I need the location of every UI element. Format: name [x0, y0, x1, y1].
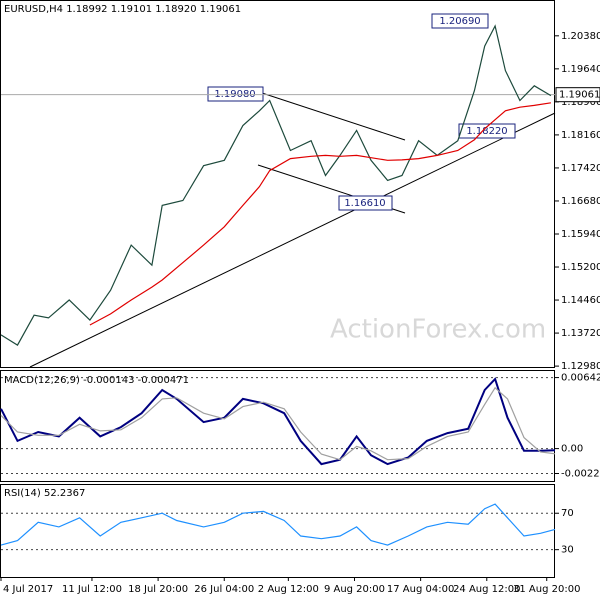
y-tick-label: 1.17420 — [561, 163, 600, 174]
annotation-label: 1.18220 — [466, 126, 507, 137]
y-tick-label: 1.18160 — [561, 130, 600, 141]
y-tick-label: 1.13720 — [561, 328, 600, 339]
watermark: ActionForex.com — [330, 315, 546, 345]
y-tick-label: 1.20380 — [561, 31, 600, 42]
annotation: 1.19080 — [207, 86, 264, 102]
series-line — [0, 386, 556, 461]
annotation-label: 1.20690 — [439, 16, 480, 27]
macd-title: MACD(12,26,9) -0.000143 -0.000471 — [4, 375, 189, 386]
series-line — [0, 503, 556, 546]
y-tick-label: 1.18900 — [561, 97, 600, 108]
last-price-label: 1.19061 — [559, 90, 600, 101]
y-tick-label: -0.002251 — [561, 468, 600, 479]
x-tick-label: 4 Jul 2017 — [3, 584, 53, 595]
annotation: 1.18220 — [458, 123, 516, 139]
annotation-label: 1.16610 — [344, 198, 385, 209]
y-tick-label: 1.12980 — [561, 361, 600, 372]
x-tick-label: 24 Aug 12:00 — [453, 584, 520, 595]
y-tick-label: 1.15940 — [561, 229, 600, 240]
y-tick-label: 0.00 — [561, 444, 583, 455]
last-price-box — [555, 87, 600, 103]
series-line — [0, 377, 556, 466]
annotation: 1.16610 — [338, 195, 393, 211]
series-line — [89, 102, 551, 326]
y-tick-label: 1.15200 — [561, 262, 600, 273]
y-tick-label: 70 — [561, 508, 574, 519]
y-tick-label: 30 — [561, 545, 574, 556]
x-tick-label: 26 Jul 04:00 — [194, 584, 254, 595]
y-tick-label: 1.16680 — [561, 196, 600, 207]
trend-line — [29, 112, 556, 368]
main-panel — [0, 0, 555, 368]
y-tick-label: 0.006425 — [561, 373, 600, 384]
series-line — [0, 24, 552, 346]
macd-panel — [0, 370, 555, 482]
x-tick-label: 31 Aug 20:00 — [513, 584, 580, 595]
x-tick-label: 18 Jul 20:00 — [128, 584, 188, 595]
x-tick-label: 11 Jul 12:00 — [62, 584, 122, 595]
y-tick-label: 1.19640 — [561, 64, 600, 75]
chart-title: EURUSD,H4 1.18992 1.19101 1.18920 1.1906… — [4, 4, 241, 15]
x-tick-label: 9 Aug 20:00 — [324, 584, 385, 595]
x-tick-label: 2 Aug 12:00 — [258, 584, 319, 595]
rsi-panel — [0, 484, 555, 578]
annotation: 1.20690 — [431, 13, 489, 29]
rsi-title: RSI(14) 52.2367 — [4, 488, 85, 499]
y-tick-label: 1.14460 — [561, 295, 600, 306]
channel-line — [261, 92, 406, 141]
x-tick-label: 17 Aug 04:00 — [387, 584, 454, 595]
